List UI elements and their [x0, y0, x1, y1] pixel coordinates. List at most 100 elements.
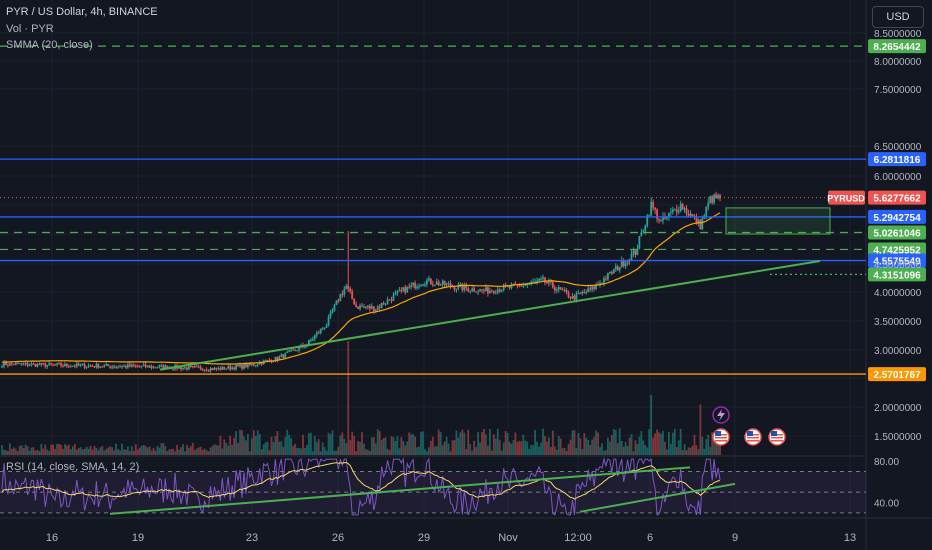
volume-bar — [209, 447, 212, 455]
candle-body — [713, 194, 716, 203]
volume-bar — [573, 430, 576, 455]
volume-bar — [610, 435, 613, 455]
candle-body — [280, 354, 283, 357]
candle-body — [546, 282, 548, 284]
candle-body — [563, 290, 566, 292]
volume-bar — [547, 437, 550, 455]
flag-stripe — [747, 437, 759, 439]
volume-bar — [461, 429, 464, 455]
volume-bar — [189, 445, 192, 455]
volume-bar — [12, 447, 15, 455]
volume-bar — [370, 437, 373, 455]
volume-bar — [306, 445, 308, 455]
candle-body — [272, 361, 275, 363]
candle-body — [697, 219, 700, 224]
volume-bar — [321, 442, 324, 455]
rsi-line — [1, 457, 721, 516]
volume-bar — [119, 450, 121, 455]
candle-body — [260, 362, 263, 365]
volume-bar — [512, 439, 515, 455]
volume-bar — [75, 449, 78, 455]
candle-body — [101, 366, 104, 368]
candle-body — [656, 209, 658, 219]
volume-bar — [260, 449, 263, 455]
candle-body — [687, 213, 690, 216]
candle-body — [223, 366, 226, 370]
volume-bar — [241, 430, 243, 455]
candle-body — [144, 364, 147, 368]
candle-body — [565, 290, 568, 293]
candle-body — [195, 366, 198, 368]
candle-body — [567, 292, 570, 298]
candle-body — [3, 362, 5, 367]
volume-bar — [439, 432, 442, 455]
candle-body — [28, 365, 31, 367]
volume-bar — [162, 442, 165, 455]
volume-bar — [205, 450, 208, 455]
candle-body — [624, 263, 627, 267]
volume-bar — [146, 447, 149, 455]
volume-bar — [520, 441, 523, 455]
volume-bar — [24, 444, 27, 455]
price-label: 8.2654442 — [868, 39, 926, 54]
volume-bar — [591, 439, 594, 455]
price-label: 5.2942754 — [868, 209, 926, 224]
volume-bar — [398, 448, 401, 455]
volume-bar — [317, 439, 320, 455]
volume-bar — [254, 436, 257, 455]
volume-bar — [601, 443, 603, 455]
candle-body — [640, 232, 643, 237]
rsi-trendline-2 — [579, 482, 736, 513]
candle-body — [353, 298, 356, 305]
candle-body — [91, 365, 94, 367]
price-label-text: 4.3151096 — [873, 270, 921, 281]
flag-canton — [747, 431, 753, 436]
candle-body — [239, 364, 241, 367]
volume-bar — [8, 443, 11, 455]
candle-body — [630, 253, 633, 262]
candle-body — [530, 281, 533, 284]
candle-body — [103, 365, 106, 367]
volume-bar — [140, 445, 143, 455]
volume-bar — [93, 445, 96, 455]
candle-body — [479, 289, 481, 292]
volume-bar — [42, 448, 45, 455]
candle-body — [64, 363, 66, 367]
volume-bar — [221, 448, 224, 455]
volume-bar — [85, 446, 88, 455]
volume-bar — [160, 443, 163, 455]
candle-body — [136, 365, 139, 367]
candle-body — [589, 288, 592, 290]
volume-bar — [555, 449, 558, 455]
price-label-text: 8.2654442 — [873, 42, 921, 53]
volume-bar — [150, 450, 153, 455]
candle-body — [506, 285, 509, 287]
volume-bar — [245, 440, 247, 455]
candle-body — [123, 365, 125, 367]
volume-bar — [447, 443, 450, 455]
candle-body — [284, 352, 287, 358]
volume-bar — [654, 433, 657, 455]
candle-body — [307, 340, 310, 345]
volume-bar — [422, 431, 424, 455]
volume-bar — [424, 449, 426, 455]
price-label-bg — [868, 267, 926, 282]
volume-bar — [420, 431, 422, 455]
volume-bar — [136, 449, 139, 455]
candle-body — [365, 306, 367, 308]
candle-body — [186, 367, 188, 370]
currency-button[interactable]: USD — [872, 6, 924, 28]
volume-bar — [479, 442, 481, 455]
volume-bar — [264, 442, 267, 455]
price-tick: 2.0000000 — [874, 403, 922, 414]
volume-bar — [148, 446, 151, 455]
candle-body — [573, 295, 576, 300]
volume-bar — [534, 429, 537, 455]
volume-bar — [172, 448, 175, 455]
price-label: 4.3151096 — [868, 267, 926, 282]
volume-bar — [427, 447, 430, 455]
candle-body — [524, 284, 527, 286]
